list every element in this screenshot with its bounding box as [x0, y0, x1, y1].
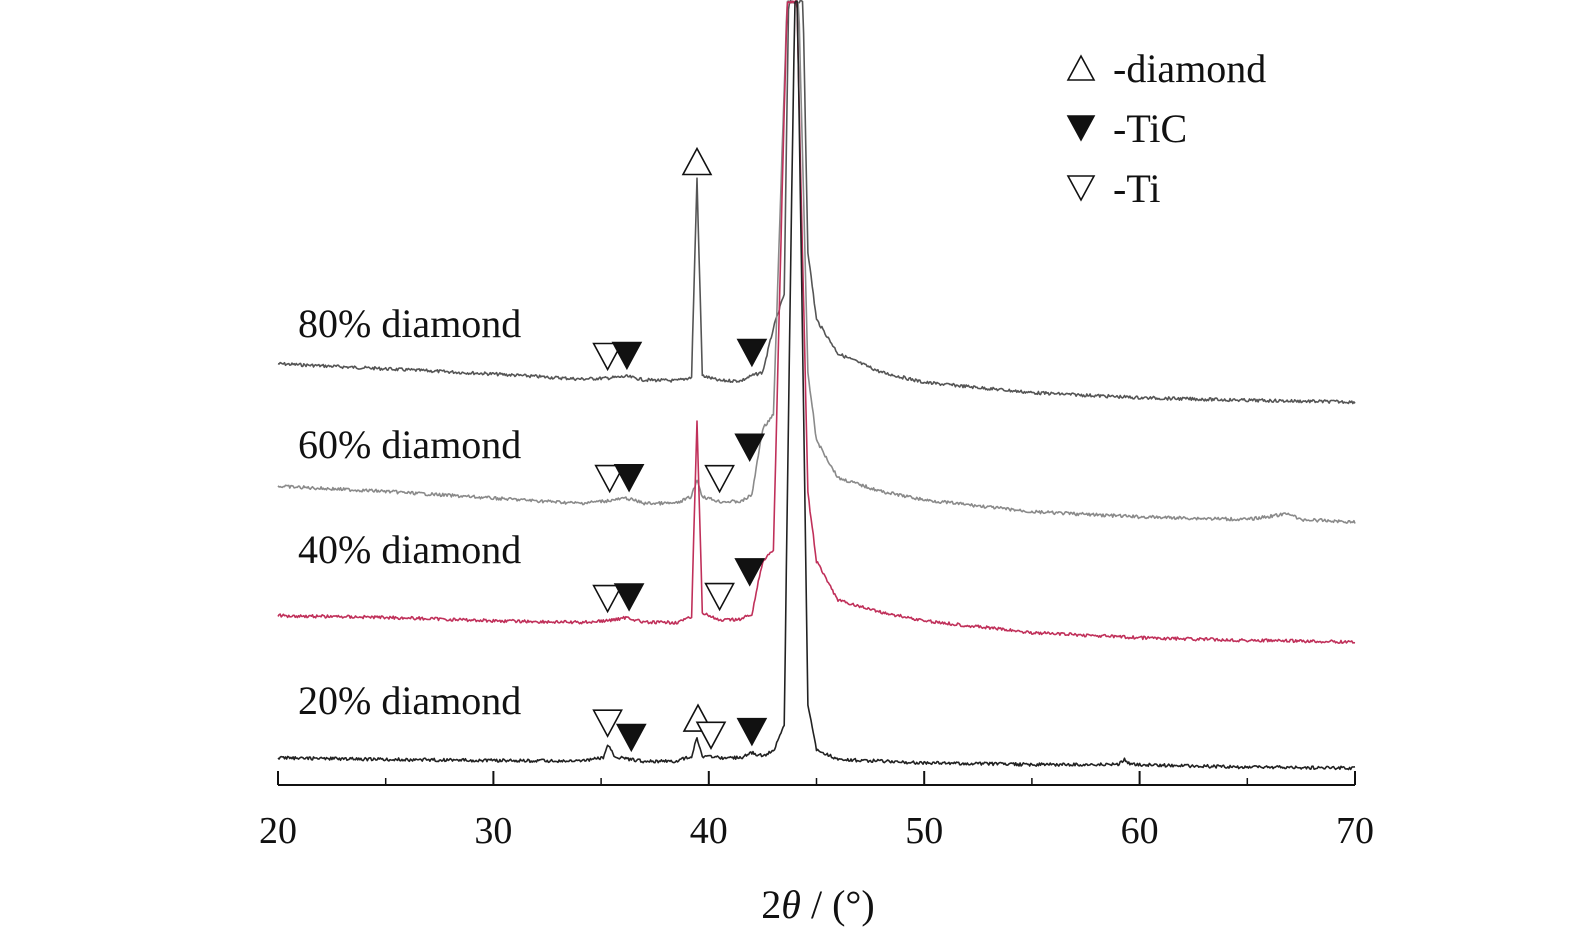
tic-marker	[615, 723, 647, 753]
series-label: 60% diamond	[298, 422, 521, 467]
x-axis-title-prefix: 2	[761, 882, 781, 927]
ti-marker	[592, 709, 623, 738]
theta-symbol: θ	[781, 882, 801, 927]
series-labels: 80% diamond 60% diamond 40% diamond 20% dia…	[298, 301, 521, 723]
legend: -diamond -TiC -Ti	[1066, 46, 1266, 211]
x-axis: 20 30 40 50 60 70 2θ / (°)	[259, 771, 1374, 927]
x-tick-label: 40	[690, 810, 728, 852]
series-line	[277, 0, 1356, 644]
legend-label: -TiC	[1113, 106, 1187, 151]
peak-markers	[592, 146, 768, 753]
legend-marker	[1066, 54, 1096, 81]
x-ticks: 20 30 40 50 60 70	[259, 771, 1374, 852]
tic-marker	[734, 558, 766, 587]
ti-marker	[592, 342, 623, 372]
x-tick-label: 30	[474, 810, 512, 852]
x-tick-label: 20	[259, 810, 297, 852]
series-label: 40% diamond	[298, 527, 521, 572]
tic-marker	[736, 338, 768, 368]
x-tick-label: 60	[1121, 810, 1159, 852]
plot-series	[277, 0, 1356, 771]
series-label: 80% diamond	[298, 301, 521, 346]
ti-marker	[704, 464, 735, 494]
ti-marker	[594, 464, 626, 494]
tic-marker	[611, 341, 643, 371]
x-axis-title: 2θ / (°)	[761, 882, 874, 927]
ti-marker	[704, 582, 735, 612]
tic-marker	[613, 463, 645, 493]
diamond-marker	[681, 146, 713, 176]
series-line	[277, 0, 1356, 405]
series-line	[277, 0, 1356, 771]
x-axis-title-unit: / (°)	[801, 882, 875, 927]
tic-marker	[736, 717, 768, 747]
series-line	[277, 0, 1356, 524]
tic-marker	[613, 583, 645, 612]
legend-marker	[1066, 175, 1096, 202]
tic-marker	[734, 433, 766, 462]
ti-marker	[592, 584, 623, 614]
x-tick-label: 70	[1336, 810, 1374, 852]
legend-label: -Ti	[1113, 166, 1160, 211]
legend-marker	[1066, 115, 1096, 142]
legend-label: -diamond	[1113, 46, 1266, 91]
ti-marker	[695, 721, 727, 750]
series-label: 20% diamond	[298, 678, 521, 723]
x-tick-label: 50	[905, 810, 943, 852]
